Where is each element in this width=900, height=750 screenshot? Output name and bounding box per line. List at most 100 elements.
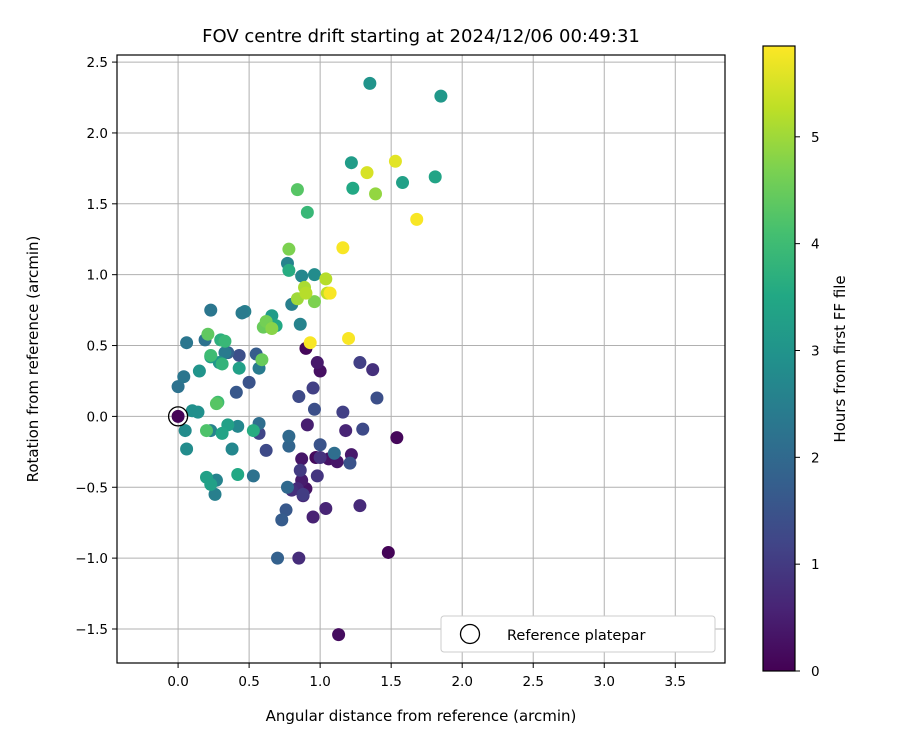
- data-point: [282, 429, 296, 443]
- data-point: [370, 391, 384, 405]
- x-tick-label: 0.5: [238, 674, 259, 690]
- y-tick-label: −0.5: [75, 480, 108, 496]
- legend-entry-reference: Reference platepar: [507, 628, 645, 644]
- data-point: [218, 334, 232, 348]
- data-point: [353, 499, 367, 513]
- legend: Reference platepar: [440, 615, 716, 653]
- colorbar-tick-label: 3: [811, 343, 820, 359]
- data-point: [299, 286, 313, 300]
- data-point: [313, 438, 327, 452]
- data-point: [218, 346, 232, 360]
- data-point: [332, 628, 346, 642]
- data-point: [259, 443, 273, 457]
- data-point: [275, 513, 289, 527]
- y-tick-label: 1.5: [87, 197, 108, 213]
- data-point: [229, 385, 243, 399]
- data-point: [342, 331, 356, 345]
- data-point: [346, 181, 360, 195]
- data-point: [246, 469, 260, 483]
- data-point: [336, 405, 350, 419]
- y-axis-ticks: −1.5 −1.0 −0.5 0.0 0.5 1.0 1.5 2.0 2.5: [75, 55, 117, 638]
- data-point: [295, 452, 309, 466]
- y-tick-label: 2.0: [87, 126, 108, 142]
- legend-box: [440, 615, 716, 653]
- data-point: [303, 336, 317, 350]
- data-point: [171, 409, 185, 423]
- legend-marker-reference: [459, 623, 481, 645]
- data-point: [353, 356, 367, 370]
- data-point: [295, 269, 309, 283]
- data-point: [369, 187, 383, 201]
- data-point: [232, 361, 246, 375]
- grid: [117, 55, 725, 663]
- y-tick-label: 0.0: [87, 409, 108, 425]
- data-point: [296, 487, 310, 501]
- data-point: [339, 424, 353, 438]
- x-tick-label: 0.0: [167, 674, 188, 690]
- data-point: [293, 317, 307, 331]
- data-point: [231, 468, 245, 482]
- data-point: [434, 89, 448, 103]
- y-tick-label: −1.5: [75, 622, 108, 638]
- reference-marker: [167, 406, 189, 427]
- data-point: [282, 263, 296, 277]
- colorbar-label: Hours from first FF file: [831, 275, 849, 442]
- data-point: [199, 424, 213, 438]
- data-point: [410, 212, 424, 226]
- colorbar: 0 1 2 3 4 5 Hours from first FF file: [762, 45, 849, 680]
- data-point: [171, 380, 185, 394]
- x-tick-label: 3.5: [665, 674, 686, 690]
- data-point: [344, 156, 358, 170]
- data-point: [255, 353, 269, 367]
- data-point: [246, 424, 260, 438]
- x-axis-ticks: 0.0 0.5 1.0 1.5 2.0 2.5 3.0 3.5: [167, 663, 686, 690]
- data-point: [215, 426, 229, 440]
- colorbar-tick-label: 0: [811, 664, 820, 680]
- x-tick-label: 2.5: [522, 674, 543, 690]
- colorbar-gradient: [762, 45, 796, 672]
- y-tick-label: 0.5: [87, 339, 108, 355]
- data-point: [280, 480, 294, 494]
- data-point: [225, 442, 239, 456]
- data-point: [300, 418, 314, 432]
- data-point: [177, 370, 191, 384]
- data-point: [279, 503, 293, 517]
- data-point: [293, 463, 307, 477]
- data-point: [282, 439, 296, 453]
- data-point: [381, 545, 395, 559]
- chart-title: FOV centre drift starting at 2024/12/06 …: [202, 26, 640, 47]
- data-point: [306, 381, 320, 395]
- y-tick-label: 1.0: [87, 268, 108, 284]
- data-point: [319, 502, 333, 516]
- data-point: [180, 442, 194, 456]
- data-point: [231, 419, 245, 433]
- data-point: [292, 551, 306, 565]
- colorbar-tick-label: 5: [811, 130, 820, 146]
- data-point: [235, 306, 249, 320]
- data-point: [336, 241, 350, 255]
- data-point: [192, 364, 206, 378]
- data-point: [310, 356, 324, 370]
- colorbar-tick-label: 2: [811, 450, 820, 466]
- data-point: [390, 431, 404, 445]
- data-point: [232, 348, 246, 362]
- data-point: [323, 286, 337, 300]
- colorbar-ticks: 0 1 2 3 4 5: [795, 130, 820, 680]
- data-point: [178, 424, 192, 438]
- data-point: [201, 327, 215, 341]
- data-point: [307, 295, 321, 309]
- data-point: [204, 303, 218, 317]
- data-point: [204, 477, 218, 491]
- data-point: [319, 272, 333, 286]
- data-point: [208, 487, 222, 501]
- data-point: [327, 446, 341, 460]
- data-point: [363, 76, 377, 90]
- y-axis-label: Rotation from reference (arcmin): [24, 236, 42, 483]
- data-point: [191, 405, 205, 419]
- data-point: [307, 402, 321, 416]
- x-tick-label: 1.5: [380, 674, 401, 690]
- colorbar-tick-label: 4: [811, 237, 820, 253]
- data-point: [388, 154, 402, 168]
- data-point: [310, 469, 324, 483]
- data-point: [360, 166, 374, 180]
